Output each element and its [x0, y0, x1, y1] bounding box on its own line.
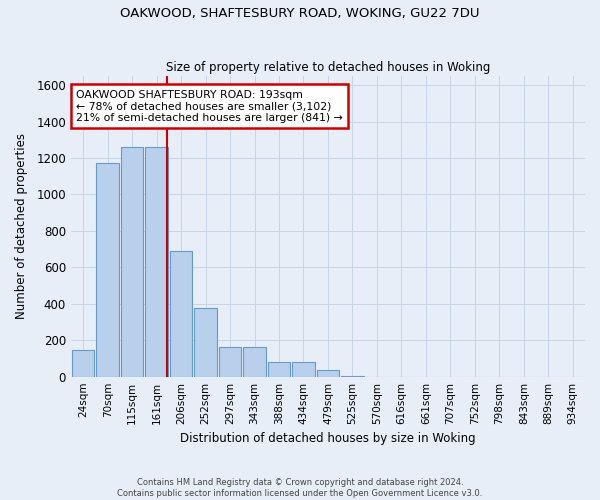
Text: OAKWOOD SHAFTESBURY ROAD: 193sqm
← 78% of detached houses are smaller (3,102)
21: OAKWOOD SHAFTESBURY ROAD: 193sqm ← 78% o…	[76, 90, 343, 123]
Bar	[194, 308, 217, 376]
Bar	[145, 147, 168, 376]
Title: Size of property relative to detached houses in Woking: Size of property relative to detached ho…	[166, 60, 490, 74]
Bar	[317, 370, 339, 376]
Bar	[97, 162, 119, 376]
Bar	[292, 362, 315, 376]
Bar	[219, 346, 241, 376]
X-axis label: Distribution of detached houses by size in Woking: Distribution of detached houses by size …	[180, 432, 476, 445]
Bar	[170, 251, 193, 376]
Bar	[72, 350, 94, 376]
Bar	[243, 346, 266, 376]
Y-axis label: Number of detached properties: Number of detached properties	[15, 134, 28, 320]
Bar	[268, 362, 290, 376]
Text: Contains HM Land Registry data © Crown copyright and database right 2024.
Contai: Contains HM Land Registry data © Crown c…	[118, 478, 482, 498]
Bar	[121, 147, 143, 376]
Text: OAKWOOD, SHAFTESBURY ROAD, WOKING, GU22 7DU: OAKWOOD, SHAFTESBURY ROAD, WOKING, GU22 …	[120, 8, 480, 20]
